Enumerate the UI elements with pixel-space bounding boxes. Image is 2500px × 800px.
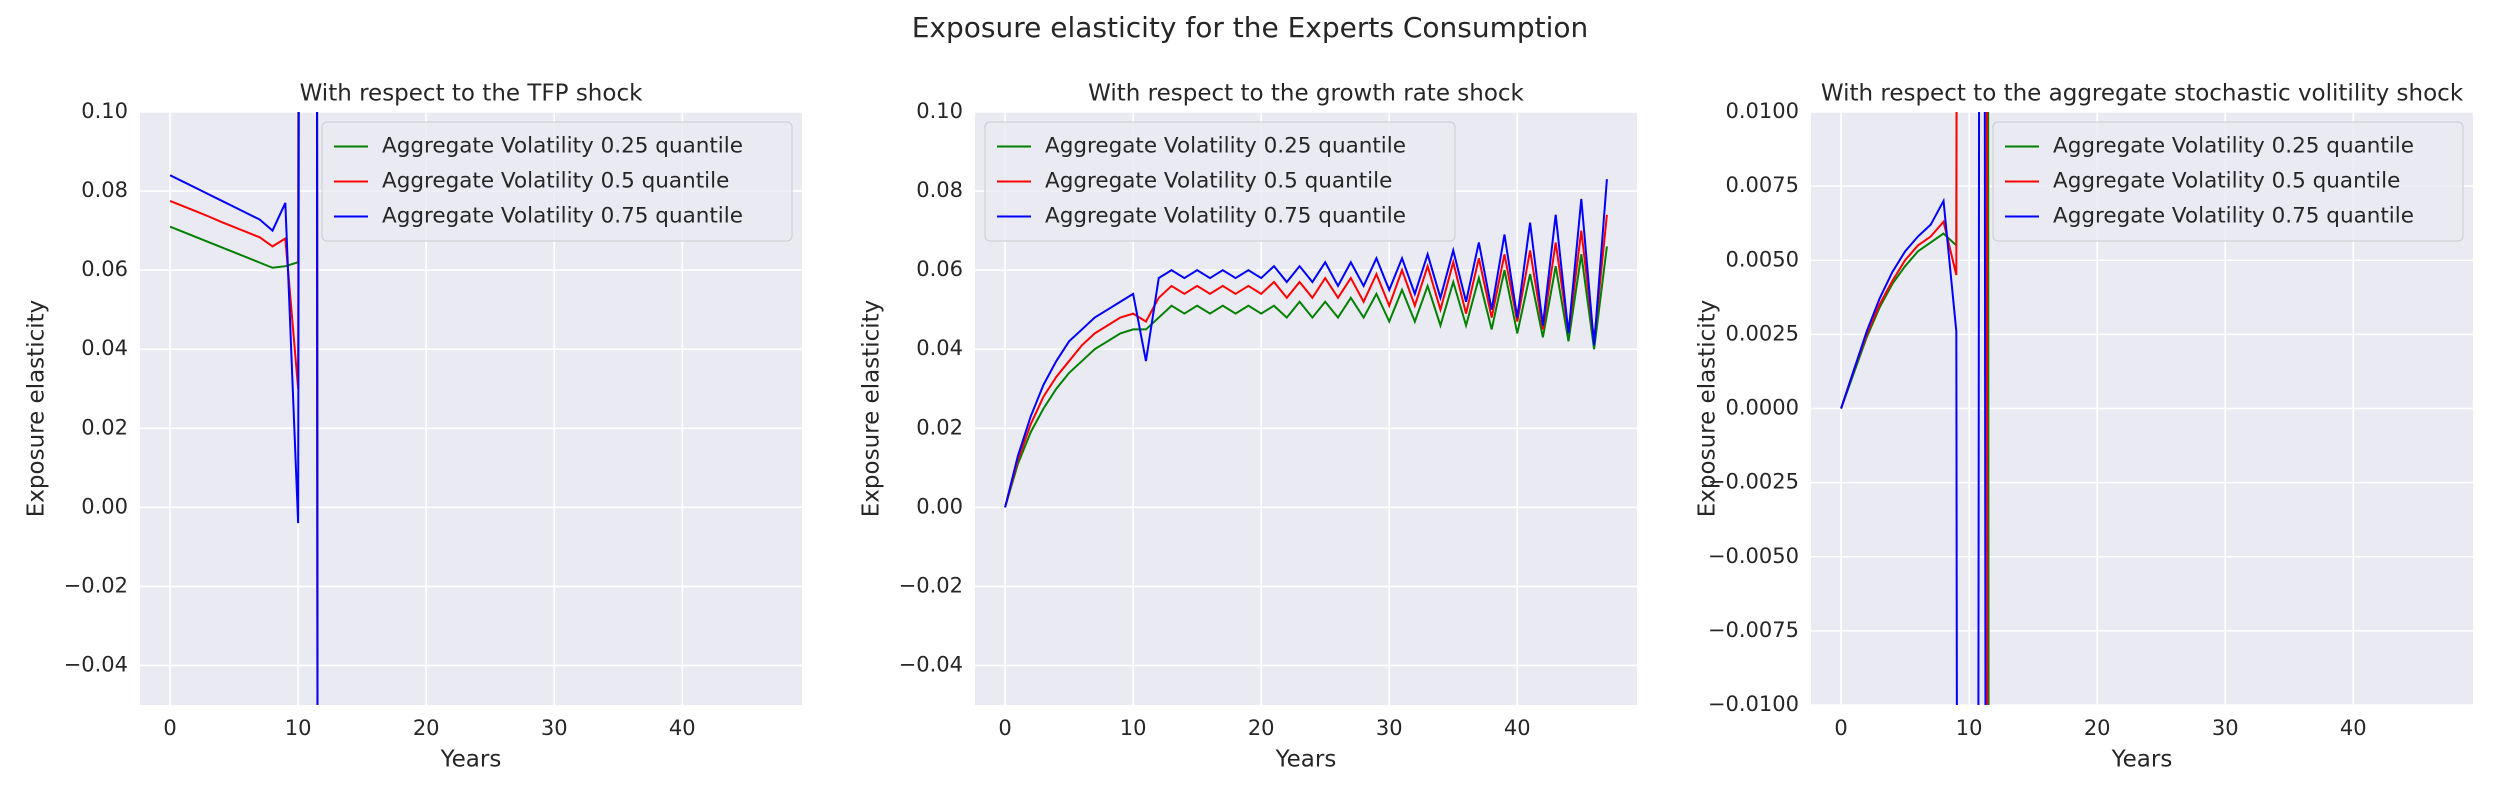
x-tick-label: 40 [1504,716,1531,740]
y-tick-label: −0.02 [64,573,128,597]
y-tick-label: 0.08 [81,178,128,202]
legend-box [984,121,1456,242]
legend-box [321,121,793,242]
series-line [1840,112,1990,705]
x-tick-label: 20 [2084,716,2111,740]
series-line [169,112,319,705]
x-tick-label: 20 [1248,716,1275,740]
y-tick-label: 0.02 [916,415,963,439]
x-tick-label: 0 [163,716,176,740]
y-tick-label: 0.00 [916,494,963,518]
legend-label: Aggregate Volatility 0.5 quantile [1045,169,1392,194]
y-tick-label: −0.04 [899,652,963,676]
x-axis-label: Years [440,747,502,773]
series-line [1004,214,1608,508]
legend-label: Aggregate Volatility 0.5 quantile [382,169,729,194]
y-axis-label: Exposure elasticity [1695,300,1721,517]
legend-label: Aggregate Volatility 0.75 quantile [382,204,743,229]
x-tick-label: 40 [669,716,696,740]
x-tick-label: 20 [413,716,440,740]
y-tick-label: −0.0100 [1708,692,1799,716]
subplot: −0.04 −0.02 0.00 0.02 0.04 0.06 0.08 0.10 0 10 20 3… [859,81,1637,773]
y-tick-label: 0.0050 [1726,247,1799,271]
x-tick-label: 10 [1120,716,1147,740]
series-line [1004,179,1608,508]
legend-label: Aggregate Volatility 0.25 quantile [1045,134,1406,159]
y-tick-label: −0.0050 [1708,544,1799,568]
y-tick-label: 0.0100 [1726,99,1799,123]
y-tick-label: 0.02 [81,415,128,439]
y-axis-label: Exposure elasticity [859,300,885,517]
legend-label: Aggregate Volatility 0.25 quantile [2053,134,2414,159]
series-line [1840,112,1987,705]
x-tick-label: 10 [1956,716,1983,740]
y-tick-label: 0.0025 [1726,321,1799,345]
y-tick-label: −0.0025 [1708,470,1799,494]
x-axis-label: Years [1275,747,1337,773]
y-tick-label: 0.00 [81,494,128,518]
legend-label: Aggregate Volatility 0.25 quantile [382,134,743,159]
x-tick-label: 10 [285,716,312,740]
y-tick-label: 0.04 [916,336,963,360]
legend-label: Aggregate Volatility 0.75 quantile [1045,204,1406,229]
y-tick-label: 0.10 [81,99,128,123]
legend-label: Aggregate Volatility 0.75 quantile [2053,204,2414,229]
figure-title: Exposure elasticity for the Experts Cons… [912,11,1589,44]
y-tick-label: 0.06 [916,257,963,281]
legend: Aggregate Volatility 0.25 quantile Aggreg… [321,121,793,242]
legend-label: Aggregate Volatility 0.5 quantile [2053,169,2400,194]
x-tick-label: 30 [1376,716,1403,740]
y-tick-label: 0.10 [916,99,963,123]
series-line [1004,246,1608,508]
legend: Aggregate Volatility 0.25 quantile Aggreg… [1992,121,2464,242]
x-axis-label: Years [2111,747,2173,773]
subplot: −0.04 −0.02 0.00 0.02 0.04 0.06 0.08 0.10 0 10 20 3… [24,81,802,773]
x-tick-label: 0 [998,716,1011,740]
y-tick-label: 0.0000 [1726,396,1799,420]
subplot-title: With respect to the TFP shock [300,81,644,107]
y-tick-label: 0.08 [916,178,963,202]
legend-box [1992,121,2464,242]
subplot-title: With respect to the aggregate stochastic… [1821,81,2464,107]
x-tick-label: 40 [2340,716,2367,740]
y-tick-label: −0.02 [899,573,963,597]
x-tick-label: 0 [1834,716,1847,740]
y-tick-label: −0.0075 [1708,618,1799,642]
subplot-title: With respect to the growth rate shock [1088,81,1524,107]
y-axis-label: Exposure elasticity [24,300,50,517]
x-tick-label: 30 [541,716,568,740]
y-tick-label: 0.04 [81,336,128,360]
y-tick-label: 0.06 [81,257,128,281]
subplot: −0.0100 −0.0075 −0.0050 −0.0025 0.0000 0.0025… [1695,81,2473,773]
legend: Aggregate Volatility 0.25 quantile Aggreg… [984,121,1456,242]
y-tick-label: 0.0075 [1726,173,1799,197]
x-tick-label: 30 [2212,716,2239,740]
y-tick-label: −0.04 [64,652,128,676]
